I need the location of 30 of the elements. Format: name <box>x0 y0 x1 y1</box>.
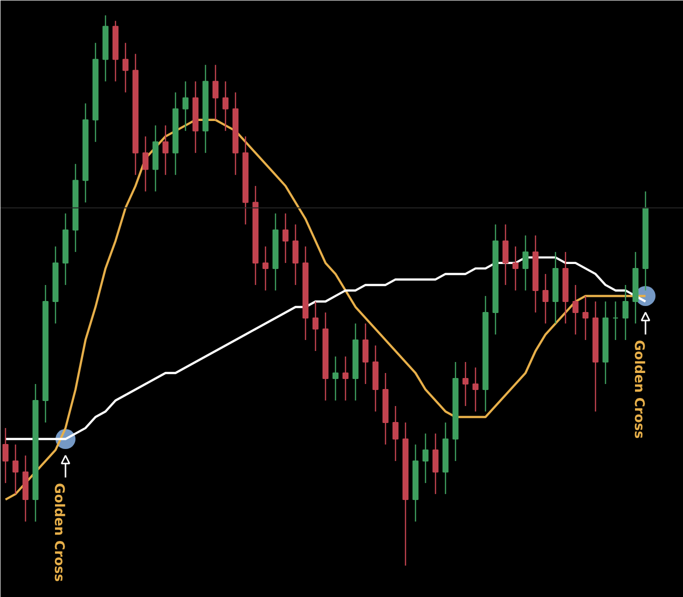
candlestick <box>142 136 148 192</box>
candlestick <box>122 42 128 93</box>
candlestick <box>542 273 548 324</box>
candlestick <box>2 427 8 484</box>
candlestick <box>462 361 468 407</box>
candlestick <box>182 80 188 132</box>
candlestick <box>432 432 438 495</box>
candlestick <box>512 246 518 292</box>
annotation: Golden Cross <box>631 340 646 439</box>
candlestick <box>342 356 348 402</box>
candlestick <box>312 300 318 352</box>
candlestick <box>282 212 288 264</box>
candlestick <box>572 284 578 336</box>
candlestick <box>612 300 618 341</box>
candlestick <box>422 432 428 484</box>
candlestick <box>522 234 528 292</box>
candlestick <box>472 366 478 412</box>
annotation: Golden Cross <box>51 483 66 582</box>
candlestick <box>262 246 268 292</box>
candlestick <box>212 64 218 120</box>
candlestick <box>222 80 228 132</box>
candlestick <box>582 295 588 341</box>
candlestick <box>332 356 338 402</box>
candlestick <box>12 444 18 495</box>
candlestick <box>292 224 298 286</box>
candlestick <box>392 405 398 462</box>
candlestick <box>362 322 368 385</box>
candlestick <box>162 124 168 176</box>
candlestick <box>622 284 628 341</box>
candlestick <box>502 224 508 286</box>
